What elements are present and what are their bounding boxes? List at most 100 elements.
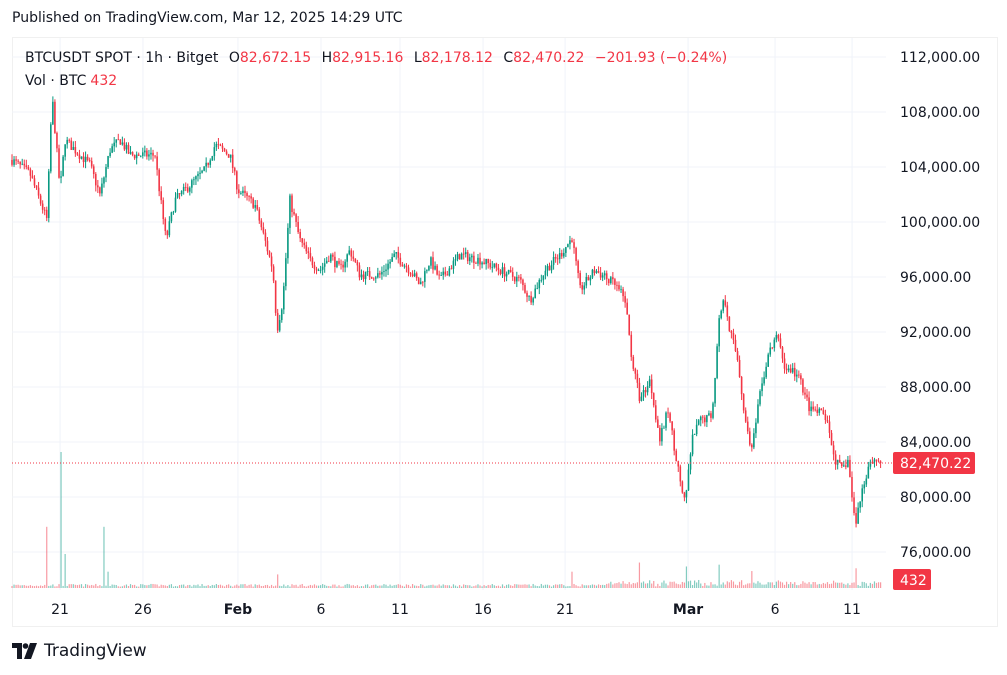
candle	[652, 393, 655, 406]
candle	[618, 285, 620, 290]
volume-bar	[209, 586, 211, 588]
volume-bar	[620, 583, 622, 588]
volume-bar	[121, 586, 123, 588]
volume-bar	[134, 584, 136, 588]
candle	[634, 368, 637, 374]
volume-bar	[295, 584, 297, 588]
candle	[250, 196, 252, 199]
candle	[536, 288, 539, 290]
candle	[699, 416, 702, 421]
candle	[88, 160, 91, 161]
volume-bar	[105, 585, 107, 588]
candle	[469, 257, 471, 262]
volume-bar	[40, 585, 42, 588]
candle	[397, 252, 400, 258]
volume-bar	[461, 586, 463, 588]
volume-bar	[679, 584, 681, 588]
volume-bar	[671, 581, 673, 588]
volume-bar	[37, 586, 40, 588]
candle	[671, 421, 673, 431]
volume-bar	[835, 582, 837, 588]
volume-bar	[127, 586, 130, 588]
volume-bar	[763, 584, 765, 588]
candle	[297, 221, 299, 233]
candle	[395, 252, 398, 254]
candle	[13, 159, 15, 165]
volume-bar	[66, 585, 68, 588]
candle	[785, 368, 788, 371]
volume-bar	[434, 585, 436, 588]
candle	[336, 261, 338, 268]
volume-bar	[203, 585, 205, 588]
candle	[477, 257, 479, 264]
volume-bar	[718, 564, 720, 588]
volume-bar	[362, 586, 365, 588]
candle	[164, 219, 167, 231]
volume-bar	[313, 584, 316, 588]
volume-bar	[810, 584, 812, 588]
volume-bar	[364, 584, 367, 588]
candle	[765, 366, 767, 378]
candle	[317, 270, 320, 272]
candle	[33, 178, 36, 186]
volume-bar	[522, 584, 524, 588]
candle	[722, 300, 725, 311]
candle	[499, 270, 502, 274]
candle	[636, 373, 639, 383]
volume-bar	[23, 585, 25, 588]
candle	[781, 347, 784, 359]
candle	[70, 140, 73, 150]
candle	[532, 298, 534, 303]
candle	[863, 484, 866, 489]
volume-bar	[58, 584, 60, 588]
volume-bar	[495, 585, 497, 588]
volume-bar	[236, 584, 238, 588]
volume-bar	[160, 584, 162, 588]
volume-bar	[634, 583, 636, 588]
volume-bar	[266, 584, 269, 588]
candle	[242, 190, 244, 193]
volume-bar	[771, 582, 773, 588]
candle	[714, 378, 716, 404]
candle	[548, 265, 551, 271]
candle	[614, 279, 616, 285]
volume-bar	[796, 585, 798, 588]
volume-bar	[191, 586, 193, 588]
candle	[311, 257, 314, 266]
tradingview-logo[interactable]: TradingView	[12, 641, 147, 661]
candle	[442, 271, 445, 276]
volume-bar	[119, 586, 121, 588]
candle	[644, 390, 647, 393]
candle	[236, 171, 238, 190]
candle	[843, 465, 845, 467]
candle	[761, 383, 763, 392]
volume-bar	[72, 584, 74, 588]
candle	[771, 347, 774, 349]
volume-bar	[542, 585, 544, 588]
candle	[342, 264, 344, 268]
candle	[503, 267, 506, 277]
ohlc-open: O82,672.15	[228, 50, 312, 66]
volume-bar	[794, 582, 796, 588]
candle	[544, 270, 547, 276]
volume-bar	[563, 585, 565, 588]
candle	[23, 163, 26, 166]
candle	[366, 271, 369, 272]
candle	[446, 274, 449, 276]
candle	[798, 374, 800, 376]
candle	[58, 148, 60, 178]
volume-bar	[706, 585, 708, 588]
volume-bar	[426, 585, 428, 588]
symbol-info[interactable]: BTCUSDT SPOT · 1h · Bitget	[25, 50, 219, 66]
candle	[466, 252, 469, 262]
volume-bar	[311, 585, 314, 588]
volume-bar	[812, 581, 814, 588]
volume-bar	[125, 584, 128, 588]
candle	[379, 273, 381, 275]
candle	[695, 424, 698, 435]
volume-bar	[622, 581, 624, 588]
volume-bar	[201, 584, 203, 588]
candle	[80, 156, 83, 159]
candle	[94, 174, 97, 186]
